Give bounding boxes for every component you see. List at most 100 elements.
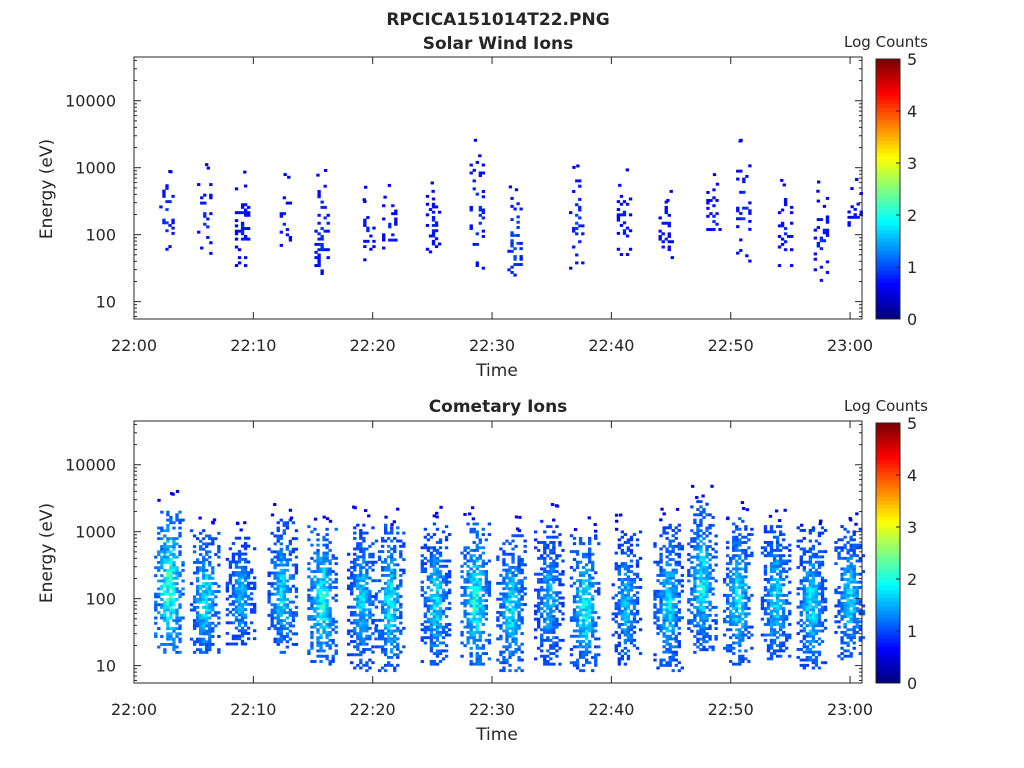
- spectrogram-pixel: [169, 616, 173, 620]
- spectrogram-pixel: [390, 526, 394, 530]
- spectrogram-pixel: [481, 630, 485, 634]
- spectrogram-pixel: [661, 221, 665, 225]
- spectrogram-pixel: [781, 601, 786, 605]
- spectrogram-pixel: [783, 232, 788, 236]
- spectrogram-pixel: [517, 589, 521, 593]
- spectrogram-pixel: [171, 218, 175, 222]
- spectrogram-pixel: [175, 597, 179, 601]
- spectrogram-pixel: [472, 604, 476, 608]
- spectrogram-pixel: [808, 658, 813, 662]
- spectrogram-pixel: [362, 536, 366, 540]
- spectrogram-pixel: [383, 531, 388, 535]
- spectrogram-pixel: [817, 542, 822, 546]
- spectrogram-pixel: [390, 581, 394, 585]
- spectrogram-pixel: [699, 600, 703, 604]
- spectrogram-pixel: [214, 613, 218, 617]
- spectrogram-pixel: [620, 628, 625, 632]
- spectrogram-pixel: [463, 612, 467, 616]
- spectrogram-pixel: [705, 616, 709, 620]
- spectrogram-pixel: [206, 217, 210, 221]
- spectrogram-pixel: [778, 641, 783, 645]
- spectrogram-pixel: [282, 555, 286, 559]
- spectrogram-pixel: [514, 629, 518, 633]
- spectrogram-pixel: [625, 226, 630, 230]
- spectrogram-pixel: [517, 597, 521, 601]
- spectrogram-pixel: [620, 551, 625, 555]
- spectrogram-pixel: [514, 621, 518, 625]
- spectrogram-pixel: [546, 607, 550, 611]
- spectrogram-pixel: [175, 635, 179, 638]
- spectrogram-pixel: [444, 572, 449, 576]
- spectrogram-pixel: [819, 236, 824, 240]
- spectrogram-pixel: [432, 572, 437, 576]
- spectrogram-pixel: [460, 564, 464, 568]
- spectrogram-pixel: [511, 584, 515, 588]
- spectrogram-pixel: [390, 547, 394, 551]
- spectrogram-pixel: [552, 575, 556, 579]
- spectrogram-pixel: [796, 566, 800, 569]
- spectrogram-pixel: [558, 572, 562, 576]
- spectrogram-pixel: [802, 552, 806, 556]
- spectrogram-pixel: [594, 637, 598, 641]
- spectrogram-pixel: [588, 610, 592, 614]
- spectrogram-pixel: [267, 590, 271, 593]
- spectrogram-pixel: [253, 637, 257, 641]
- spectrogram-pixel: [205, 640, 209, 644]
- spectrogram-pixel: [802, 584, 806, 588]
- spectrogram-pixel: [659, 610, 663, 614]
- spectrogram-pixel: [353, 621, 357, 625]
- spectrogram-pixel: [778, 583, 783, 587]
- spectrogram-pixel: [708, 571, 712, 575]
- spectrogram-pixel: [620, 580, 625, 584]
- spectrogram-pixel: [552, 546, 556, 550]
- spectrogram-pixel: [775, 593, 780, 597]
- spectrogram-pixel: [279, 214, 283, 218]
- spectrogram-pixel: [279, 592, 283, 596]
- spectrogram-pixel: [546, 630, 550, 634]
- spectrogram-pixel: [276, 529, 280, 533]
- spectrogram-pixel: [481, 527, 485, 531]
- spectrogram-pixel: [814, 603, 819, 606]
- spectrogram-pixel: [377, 629, 382, 633]
- spectrogram-pixel: [769, 588, 774, 592]
- spectrogram-pixel: [591, 603, 595, 606]
- spectrogram-pixel: [722, 617, 727, 621]
- spectrogram-pixel: [319, 562, 323, 566]
- spectrogram-pixel: [371, 568, 375, 572]
- spectrogram-pixel: [805, 616, 809, 620]
- spectrogram-pixel: [243, 227, 248, 230]
- spectrogram-pixel: [814, 629, 819, 633]
- spectrogram-pixel: [496, 658, 500, 662]
- spectrogram-pixel: [382, 246, 386, 250]
- spectrogram-pixel: [578, 208, 582, 212]
- spectrogram-pixel: [811, 645, 816, 649]
- spectrogram-pixel: [240, 227, 245, 230]
- spectrogram-pixel: [699, 637, 703, 641]
- spectrogram-pixel: [511, 640, 515, 644]
- spectrogram-pixel: [813, 252, 817, 256]
- spectrogram-pixel: [307, 615, 311, 618]
- spectrogram-pixel: [668, 579, 672, 583]
- spectrogram-pixel: [362, 663, 366, 667]
- spectrogram-pixel: [484, 572, 488, 576]
- spectrogram-pixel: [420, 660, 424, 663]
- spectrogram-pixel: [814, 661, 819, 665]
- spectrogram-pixel: [359, 653, 363, 657]
- spectrogram-pixel: [520, 603, 524, 606]
- spectrogram-pixel: [225, 586, 230, 590]
- spectrogram-pixel: [205, 619, 209, 623]
- spectrogram-pixel: [208, 590, 212, 593]
- spectrogram-pixel: [316, 548, 320, 552]
- spectrogram-pixel: [237, 552, 242, 556]
- spectrogram-pixel: [745, 206, 749, 210]
- spectrogram-pixel: [469, 554, 473, 558]
- spectrogram-pixel: [195, 584, 200, 588]
- spectrogram-pixel: [591, 610, 595, 614]
- spectrogram-pixel: [310, 604, 314, 608]
- spectrogram-pixel: [484, 617, 488, 621]
- spectrogram-pixel: [475, 617, 479, 621]
- spectrogram-pixel: [444, 564, 449, 568]
- spectrogram-pixel: [402, 531, 406, 535]
- spectrogram-pixel: [423, 628, 427, 632]
- spectrogram-pixel: [572, 634, 577, 638]
